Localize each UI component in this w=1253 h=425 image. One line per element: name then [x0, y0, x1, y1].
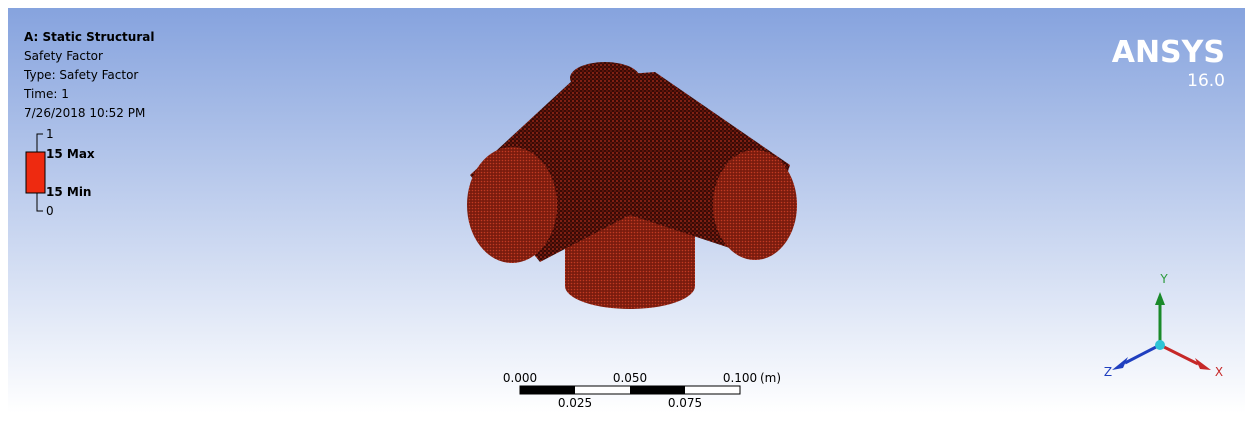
- info-date: 7/26/2018 10:52 PM: [24, 106, 145, 120]
- logo-name: ANSYS: [1112, 35, 1225, 70]
- scale-segment: [630, 386, 685, 394]
- legend-color: [26, 152, 45, 193]
- info-type: Type: Safety Factor: [23, 68, 138, 82]
- scale-label: 0.000: [503, 371, 537, 385]
- legend-min: 15 Min: [46, 185, 91, 199]
- scale-unit: (m): [760, 371, 781, 385]
- right-pipe-end: [713, 150, 797, 260]
- top-boss: [570, 62, 640, 94]
- viewport: A: Static Structural Safety Factor Type:…: [0, 0, 1253, 421]
- scale-label: 0.025: [558, 396, 592, 410]
- legend-bottom: 0: [46, 204, 54, 218]
- logo-version: 16.0: [1187, 71, 1225, 91]
- info-title: A: Static Structural: [24, 30, 154, 44]
- triad-z: Z: [1104, 365, 1112, 379]
- scale-label: 0.075: [668, 396, 702, 410]
- scale-segment: [520, 386, 575, 394]
- page: A: Static Structural Safety Factor Type:…: [0, 0, 1253, 421]
- scale-label: 0.100: [723, 371, 757, 385]
- info-result: Safety Factor: [24, 49, 103, 63]
- scale-label: 0.050: [613, 371, 647, 385]
- legend-top: 1: [46, 127, 54, 141]
- result-info: A: Static Structural Safety Factor Type:…: [23, 30, 154, 120]
- info-time: Time: 1: [23, 87, 69, 101]
- bottom-pipe-end: [565, 263, 695, 309]
- left-pipe-end: [467, 147, 557, 263]
- triad-origin: [1155, 340, 1165, 350]
- triad-x: X: [1215, 365, 1223, 379]
- triad-y: Y: [1159, 272, 1168, 286]
- legend-max: 15 Max: [46, 147, 95, 161]
